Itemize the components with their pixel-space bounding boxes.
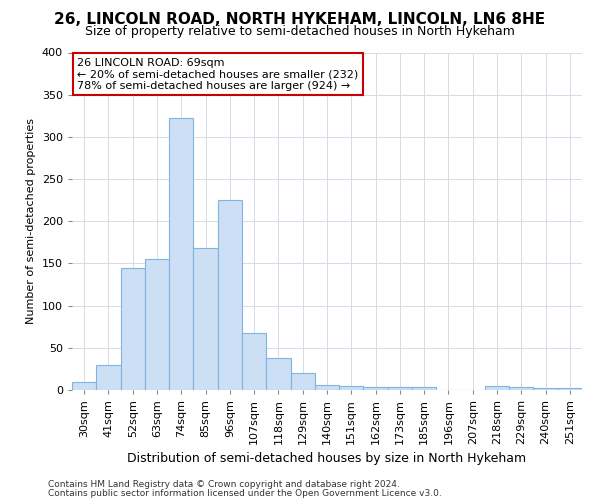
- Bar: [145, 259, 169, 390]
- Bar: [533, 388, 558, 390]
- Bar: [266, 358, 290, 390]
- Text: 26, LINCOLN ROAD, NORTH HYKEHAM, LINCOLN, LN6 8HE: 26, LINCOLN ROAD, NORTH HYKEHAM, LINCOLN…: [55, 12, 545, 28]
- Text: Size of property relative to semi-detached houses in North Hykeham: Size of property relative to semi-detach…: [85, 25, 515, 38]
- Bar: [242, 332, 266, 390]
- Bar: [169, 118, 193, 390]
- Bar: [121, 268, 145, 390]
- Bar: [412, 388, 436, 390]
- X-axis label: Distribution of semi-detached houses by size in North Hykeham: Distribution of semi-detached houses by …: [127, 452, 527, 466]
- Bar: [509, 388, 533, 390]
- Bar: [558, 388, 582, 390]
- Text: Contains public sector information licensed under the Open Government Licence v3: Contains public sector information licen…: [48, 488, 442, 498]
- Bar: [364, 388, 388, 390]
- Y-axis label: Number of semi-detached properties: Number of semi-detached properties: [26, 118, 36, 324]
- Bar: [96, 364, 121, 390]
- Text: 26 LINCOLN ROAD: 69sqm
← 20% of semi-detached houses are smaller (232)
78% of se: 26 LINCOLN ROAD: 69sqm ← 20% of semi-det…: [77, 58, 358, 91]
- Bar: [193, 248, 218, 390]
- Bar: [72, 382, 96, 390]
- Bar: [218, 200, 242, 390]
- Text: Contains HM Land Registry data © Crown copyright and database right 2024.: Contains HM Land Registry data © Crown c…: [48, 480, 400, 489]
- Bar: [290, 373, 315, 390]
- Bar: [485, 386, 509, 390]
- Bar: [339, 386, 364, 390]
- Bar: [315, 385, 339, 390]
- Bar: [388, 386, 412, 390]
